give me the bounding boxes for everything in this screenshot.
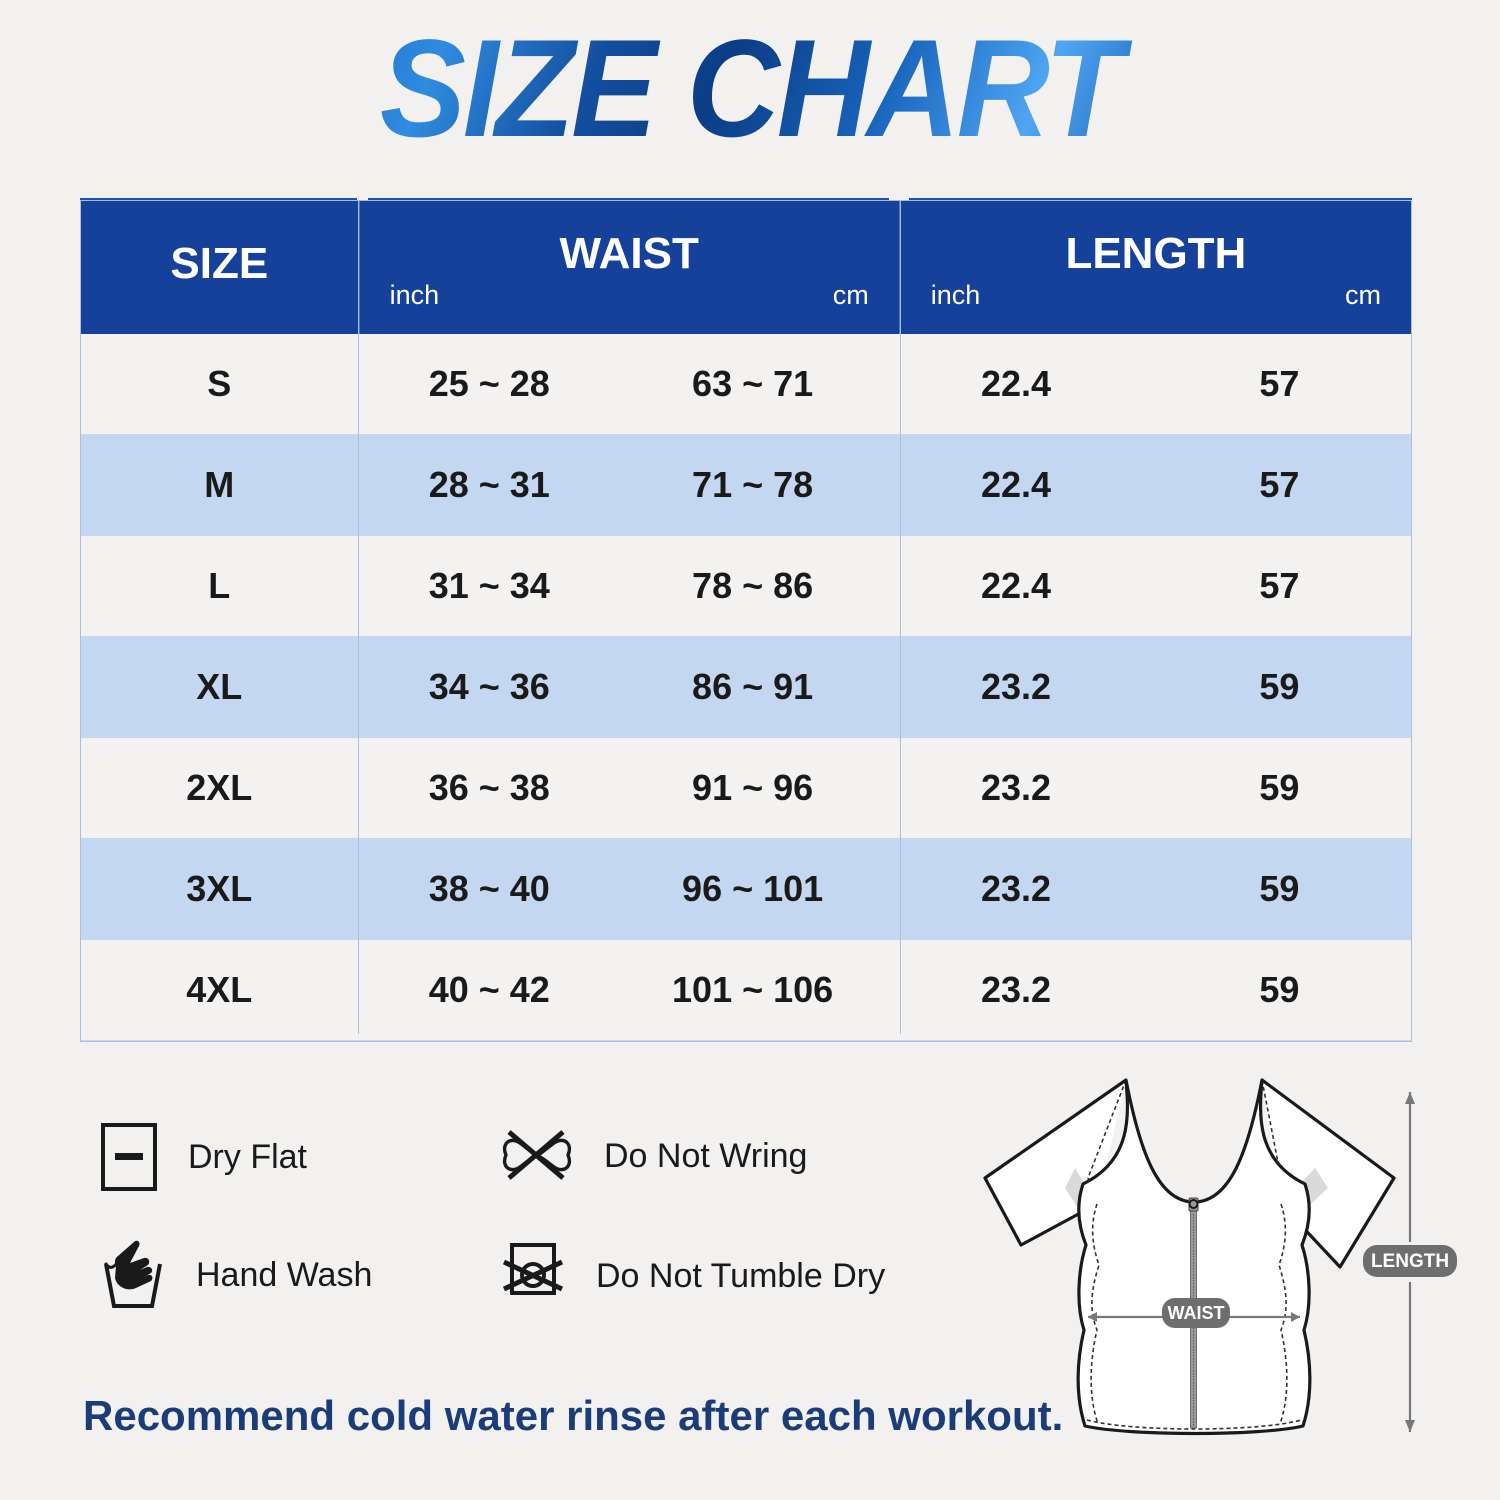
svg-text:LENGTH: LENGTH <box>1371 1251 1449 1272</box>
svg-text:WAIST: WAIST <box>1168 1303 1225 1323</box>
